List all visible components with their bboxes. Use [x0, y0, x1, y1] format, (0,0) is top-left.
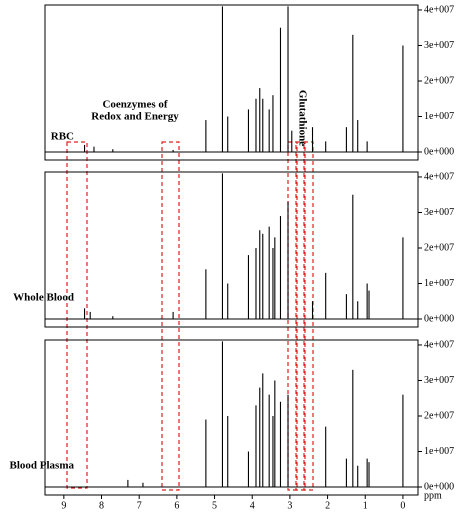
x-tick-label: 7 — [137, 500, 142, 511]
panel-frame — [44, 339, 419, 496]
y-tick-label: 4e+007 — [424, 171, 454, 182]
x-tick-label: 1 — [363, 500, 368, 511]
y-tick-label: 3e+007 — [424, 40, 454, 51]
annotation: Redox and Energy — [91, 111, 179, 123]
y-tick-label: 3e+007 — [424, 207, 454, 218]
x-tick-label: 4 — [250, 500, 255, 511]
panel-frame — [44, 171, 419, 328]
x-tick-label: 0 — [400, 500, 405, 511]
y-tick-label: 2e+007 — [424, 410, 454, 421]
panel-frame — [44, 4, 419, 161]
highlight-boxes — [66, 141, 314, 491]
highlight-box — [161, 141, 180, 491]
annotation: Glutathione — [296, 90, 308, 146]
x-tick-label: 8 — [99, 500, 104, 511]
y-tick-label: 2e+007 — [424, 75, 454, 86]
highlight-box — [295, 141, 306, 491]
annotation: Coenzymes of — [102, 99, 167, 111]
y-tick-label: 0e+000 — [424, 313, 454, 324]
x-tick-label: 5 — [212, 500, 217, 511]
panel-label: RBC — [51, 131, 74, 143]
x-axis-label: ppm — [424, 490, 442, 501]
y-tick-label: 1e+007 — [424, 278, 454, 289]
y-tick-label: 4e+007 — [424, 339, 454, 350]
x-tick-label: 9 — [61, 500, 66, 511]
x-tick-label: 6 — [174, 500, 179, 511]
y-tick-label: 2e+007 — [424, 242, 454, 253]
panel-label: Blood Plasma — [10, 460, 75, 472]
y-tick-label: 0e+000 — [424, 146, 454, 157]
y-tick-label: 1e+007 — [424, 111, 454, 122]
y-tick-label: 1e+007 — [424, 446, 454, 457]
y-tick-label: 4e+007 — [424, 4, 454, 15]
panel-label: Whole Blood — [13, 292, 74, 304]
x-tick-label: 2 — [325, 500, 330, 511]
y-tick-label: 0e+000 — [424, 481, 454, 492]
x-tick-label: 3 — [287, 500, 292, 511]
y-tick-label: 3e+007 — [424, 375, 454, 386]
highlight-box — [66, 141, 88, 489]
